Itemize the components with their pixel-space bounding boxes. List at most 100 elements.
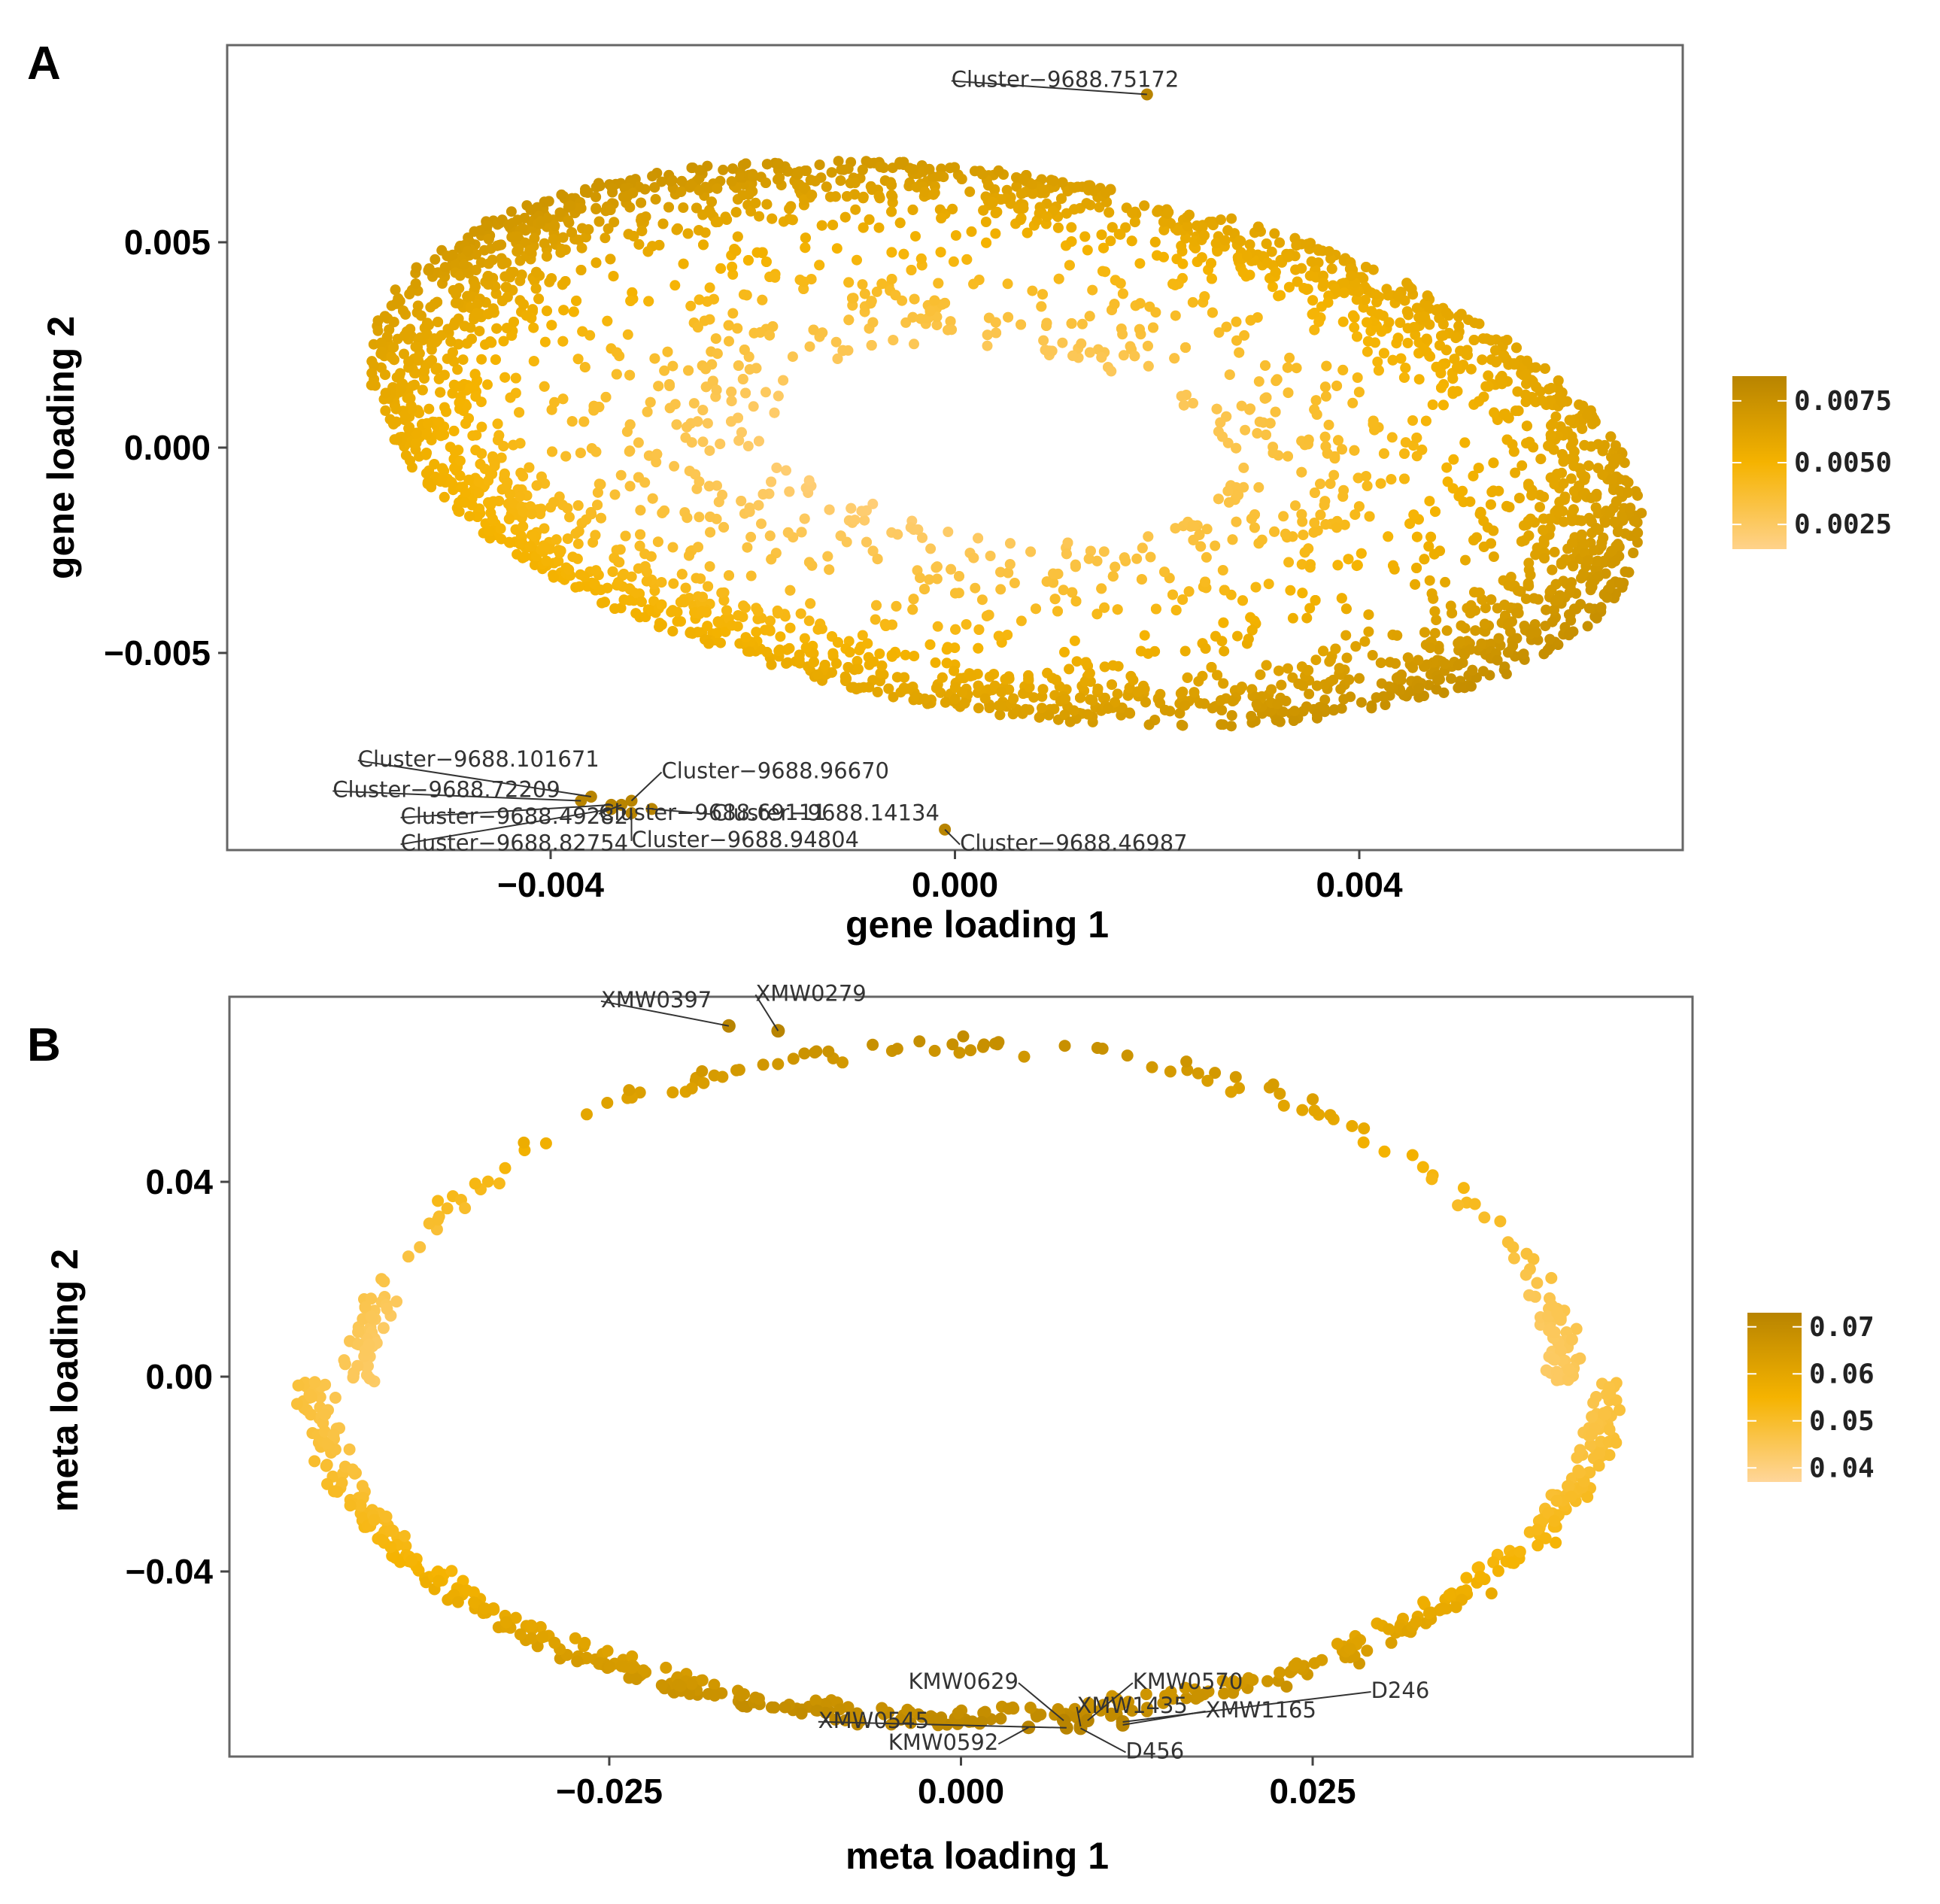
data-point [441,406,452,418]
data-point [1326,263,1337,275]
data-point [857,630,868,641]
data-point [683,365,694,376]
data-point [1274,237,1285,248]
data-point [894,217,906,229]
data-point [991,206,1003,217]
data-point [1420,415,1431,427]
data-point [1250,582,1261,593]
data-point [1070,561,1081,572]
data-point [864,214,875,225]
data-point [572,500,584,511]
data-point [606,183,618,193]
data-point [376,337,387,348]
data-point [1143,719,1155,730]
data-point [430,364,442,375]
data-point [454,381,466,392]
data-point [1521,519,1532,530]
data-point [1352,560,1363,571]
data-point [694,512,705,523]
data-point [1179,645,1191,657]
data-point [1233,490,1244,500]
data-point [1167,278,1179,290]
data-point [1291,240,1302,251]
data-point [694,476,705,487]
data-point [773,608,784,619]
data-point [390,403,402,415]
data-point [388,342,399,353]
data-point [1529,593,1540,604]
data-point [1296,466,1307,478]
data-point [662,346,673,357]
data-point [592,500,603,511]
data-point [653,381,664,392]
data-point [1425,642,1436,654]
data-point [1488,485,1499,496]
data-point [1310,654,1322,666]
data-point [533,293,545,305]
data-point [575,265,587,275]
data-point [1118,350,1129,361]
data-point [1568,603,1580,615]
data-point [608,271,619,282]
data-point [799,513,810,524]
data-point [715,263,727,274]
data-point [1139,630,1150,641]
data-point [976,169,988,180]
data-point [672,616,683,627]
data-point [692,322,703,333]
data-point [1031,603,1041,615]
data-point [1284,352,1295,363]
data-point [890,290,901,301]
data-point [603,223,614,234]
data-point [1583,460,1594,472]
data-point [800,242,811,254]
data-point [1260,360,1271,371]
data-point [657,218,669,229]
data-point [1067,350,1079,361]
data-point [1499,600,1510,611]
data-point [636,197,647,208]
data-point [684,466,695,477]
data-point [1062,537,1073,548]
data-point [1167,589,1178,600]
data-point [1518,648,1529,660]
data-point [1164,706,1176,717]
data-point [539,336,551,348]
data-point [812,624,824,635]
data-point [630,608,642,619]
data-point [761,387,771,398]
data-point [1189,687,1200,698]
data-point [1311,409,1322,420]
data-point [1068,705,1079,716]
data-point [1402,338,1413,348]
data-point [993,165,1004,176]
data-point [1245,612,1256,623]
data-point [1307,295,1319,306]
data-point [1251,699,1262,710]
data-point [874,648,885,659]
data-point [1428,593,1439,604]
data-point [931,682,942,694]
data-point [578,571,590,582]
data-point [1064,664,1075,675]
data-point [973,680,984,691]
data-point [900,649,911,660]
data-point [1107,222,1118,233]
data-point [1465,496,1476,507]
data-point [745,205,757,217]
data-point [453,313,464,324]
data-point [1538,534,1550,545]
data-point [572,354,584,365]
data-point [490,354,501,366]
data-point [1543,384,1554,395]
data-point [1399,473,1410,484]
data-point [947,203,958,214]
data-point [633,238,645,250]
data-point [411,437,422,448]
data-point [1392,630,1403,641]
data-point [1361,471,1371,482]
data-point [931,573,943,585]
data-point [508,266,519,278]
data-point [505,206,517,217]
data-point [1431,684,1442,695]
